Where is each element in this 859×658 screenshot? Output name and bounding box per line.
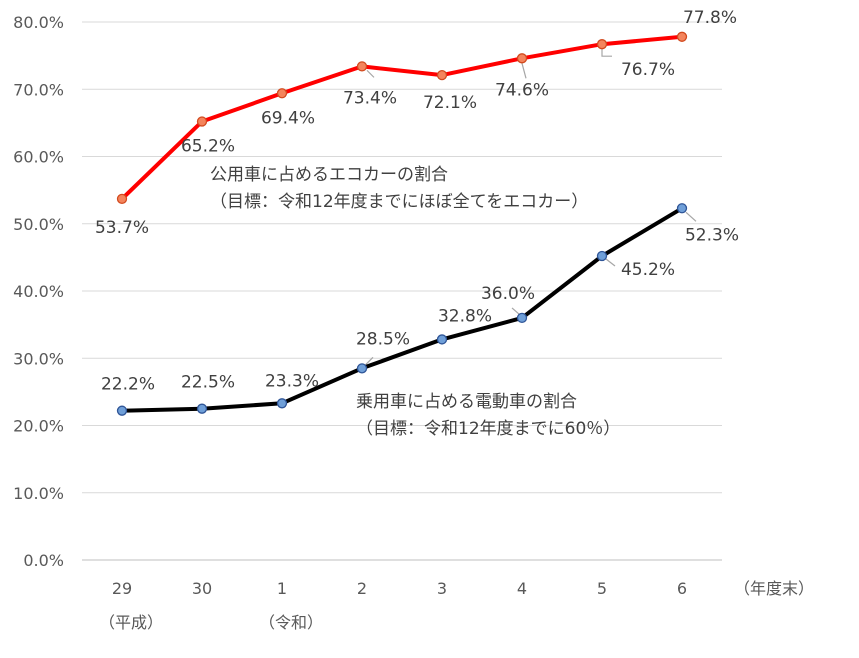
series-1-annotation: （目標：令和12年度までに60％）: [356, 419, 620, 439]
era-label: （令和）: [259, 613, 323, 632]
y-tick-label: 50.0%: [13, 215, 64, 234]
series-0-data-label: 65.2%: [181, 137, 235, 157]
x-tick-label: 1: [277, 579, 287, 598]
x-tick-label: 5: [597, 579, 607, 598]
y-tick-label: 40.0%: [13, 282, 64, 301]
series-1-data-label: 22.5%: [181, 373, 235, 393]
series-annotations: 公用車に占めるエコカーの割合 （目標：令和12年度までにほぼ全てをエコカー） 乗用車…: [210, 165, 620, 439]
series-1-marker: [116, 405, 128, 416]
x-tick-label: 4: [517, 579, 527, 598]
series-markers: [116, 31, 688, 416]
x-tick-label: 2: [357, 579, 367, 598]
x-axis-unit-label: （年度末）: [734, 579, 814, 598]
series-0-annotation: 公用車に占めるエコカーの割合: [210, 165, 448, 185]
series-1-line: [120, 206, 684, 413]
gridlines: [82, 21, 722, 561]
leader-lines: [364, 48, 697, 366]
series-1-marker: [676, 203, 688, 214]
series-1-marker: [436, 334, 448, 345]
series-0-data-label: 53.7%: [95, 218, 149, 238]
leader-line: [364, 356, 374, 366]
era-label: （平成）: [99, 613, 163, 632]
series-0-annotation: （目標：令和12年度までにほぼ全てをエコカー）: [210, 192, 588, 212]
series-0-data-label: 77.8%: [683, 8, 737, 28]
leader-line: [521, 63, 527, 79]
series-0-data-label: 74.6%: [495, 80, 549, 100]
series-1-marker: [516, 312, 528, 324]
series-0-marker: [276, 88, 288, 99]
y-tick-label: 70.0%: [13, 80, 64, 99]
series-1-data-label: 28.5%: [356, 329, 410, 349]
x-tick-label: 29: [112, 579, 132, 598]
series-1-data-label: 36.0%: [481, 284, 535, 304]
series-0-data-label: 69.4%: [261, 108, 315, 128]
series-0-data-label: 72.1%: [423, 93, 477, 113]
series-0-line: [120, 34, 684, 201]
series-1-data-label: 22.2%: [101, 375, 155, 395]
series-0-marker: [676, 31, 688, 42]
series-0-data-label: 76.7%: [621, 60, 675, 80]
series-1-data-label: 32.8%: [438, 306, 492, 326]
series-0-marker: [116, 193, 128, 205]
series-0-marker: [356, 61, 368, 72]
series-0-marker: [436, 69, 448, 81]
series-1-marker: [356, 363, 368, 374]
y-tick-label: 60.0%: [13, 148, 64, 167]
leader-line: [605, 258, 616, 267]
leader-line: [511, 307, 521, 316]
leader-line: [366, 69, 375, 78]
series-1-data-label: 52.3%: [685, 225, 739, 245]
x-tick-label: 30: [192, 579, 212, 598]
y-axis-tick-labels: 0.0% 10.0% 20.0% 30.0% 40.0% 50.0% 60.0% 70.0% 8…: [13, 13, 64, 570]
x-axis-tick-labels: 29 30 1 2 3 4 5 6: [112, 579, 687, 598]
y-tick-label: 10.0%: [13, 484, 64, 503]
y-tick-label: 30.0%: [13, 349, 64, 368]
leader-line: [685, 211, 697, 222]
series-1-annotation: 乗用車に占める電動車の割合: [356, 392, 577, 412]
series-1-data-label: 23.3%: [265, 371, 319, 391]
y-tick-label: 20.0%: [13, 417, 64, 436]
era-labels: （平成） （令和）: [99, 613, 323, 632]
y-tick-label: 0.0%: [23, 551, 64, 570]
y-tick-label: 80.0%: [13, 13, 64, 32]
x-tick-label: 6: [677, 579, 687, 598]
series-0-marker: [596, 39, 608, 50]
series-0-marker: [196, 116, 208, 127]
series-lines: [120, 34, 684, 413]
leader-line: [601, 48, 612, 57]
series-1-marker: [196, 403, 208, 414]
x-tick-label: 3: [437, 579, 447, 598]
series-1-marker: [276, 398, 288, 409]
series-1-marker: [596, 250, 608, 262]
data-labels: 53.7% 65.2% 69.4% 73.4% 72.1% 74.6% 76.7% 77.8%…: [95, 8, 739, 395]
series-0-marker: [516, 53, 528, 64]
series-1-data-label: 45.2%: [621, 260, 675, 280]
series-0-data-label: 73.4%: [343, 88, 397, 108]
